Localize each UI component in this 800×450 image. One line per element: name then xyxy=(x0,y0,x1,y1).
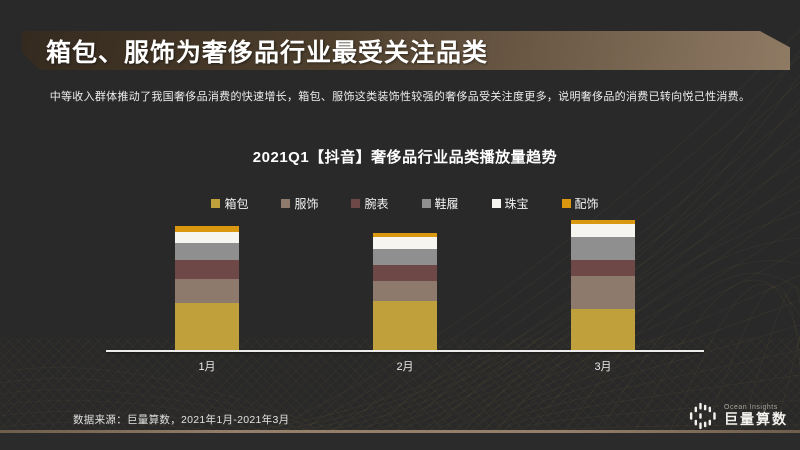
legend-swatch xyxy=(351,199,361,208)
brand-logo: Ocean Insights 巨量算数 xyxy=(689,402,788,430)
x-axis-label: 2月 xyxy=(396,361,414,373)
subtitle-text: 中等收入群体推动了我国奢侈品消费的快速增长，箱包、服饰这类装饰性较强的奢侈品受关… xyxy=(49,91,751,103)
stacked-bar-3月 xyxy=(571,220,635,350)
x-axis-line xyxy=(106,350,704,352)
chart-legend: 箱包 服饰 腕表 鞋履 珠宝 配饰 xyxy=(85,195,725,212)
legend-label: 服饰 xyxy=(294,197,319,211)
chart-title: 2021Q1【抖音】奢侈品行业品类播放量趋势 xyxy=(252,149,558,166)
title-banner: 箱包、服饰为奢侈品行业最受关注品类 xyxy=(22,31,790,70)
stacked-bar-2月 xyxy=(373,233,437,350)
page-title: 箱包、服饰为奢侈品行业最受关注品类 xyxy=(46,38,489,67)
legend-item-腕表: 腕表 xyxy=(351,195,389,212)
bar-segment-配饰 xyxy=(571,220,635,224)
legend-item-珠宝: 珠宝 xyxy=(491,195,529,212)
ocean-insights-logo-icon xyxy=(689,402,716,430)
legend-label: 箱包 xyxy=(224,197,249,211)
bar-segment-服饰 xyxy=(571,276,635,309)
legend-label: 鞋履 xyxy=(434,197,459,211)
legend-swatch xyxy=(211,199,221,208)
bottom-margin-strip xyxy=(0,433,800,450)
bar-segment-箱包 xyxy=(175,303,239,350)
stacked-bar-1月 xyxy=(175,226,239,350)
brand-name-en: Ocean Insights xyxy=(724,404,778,412)
legend-swatch xyxy=(281,199,291,208)
legend-item-鞋履: 鞋履 xyxy=(421,195,459,212)
legend-label: 配饰 xyxy=(574,197,599,211)
legend-label: 腕表 xyxy=(364,197,389,211)
bar-segment-配饰 xyxy=(175,226,239,232)
bar-segment-腕表 xyxy=(175,260,239,279)
legend-item-箱包: 箱包 xyxy=(211,195,248,212)
bar-segment-箱包 xyxy=(373,301,437,350)
bar-segment-服饰 xyxy=(175,279,239,303)
bottom-divider xyxy=(0,430,800,433)
bar-segment-珠宝 xyxy=(571,224,635,237)
bar-segment-配饰 xyxy=(373,233,437,237)
legend-item-配饰: 配饰 xyxy=(561,195,599,212)
bar-segment-珠宝 xyxy=(175,232,239,243)
x-axis-label: 1月 xyxy=(198,361,216,373)
legend-swatch xyxy=(491,199,501,208)
legend-swatch xyxy=(561,199,571,208)
bar-segment-腕表 xyxy=(571,260,635,276)
bar-segment-箱包 xyxy=(571,309,635,350)
x-axis-label: 3月 xyxy=(594,361,612,373)
bar-segment-鞋履 xyxy=(571,237,635,260)
legend-label: 珠宝 xyxy=(504,197,529,211)
data-source-note: 数据来源：巨量算数，2021年1月-2021年3月 xyxy=(73,414,290,426)
plot-area: 1月 2月 3月 xyxy=(85,220,725,373)
bar-segment-珠宝 xyxy=(373,237,437,249)
legend-item-服饰: 服饰 xyxy=(281,195,318,212)
legend-swatch xyxy=(421,199,431,208)
bar-segment-鞋履 xyxy=(373,249,437,265)
bar-segment-服饰 xyxy=(373,281,437,301)
bar-segment-鞋履 xyxy=(175,243,239,260)
bar-segment-腕表 xyxy=(373,265,437,281)
brand-name-cn: 巨量算数 xyxy=(724,411,788,428)
